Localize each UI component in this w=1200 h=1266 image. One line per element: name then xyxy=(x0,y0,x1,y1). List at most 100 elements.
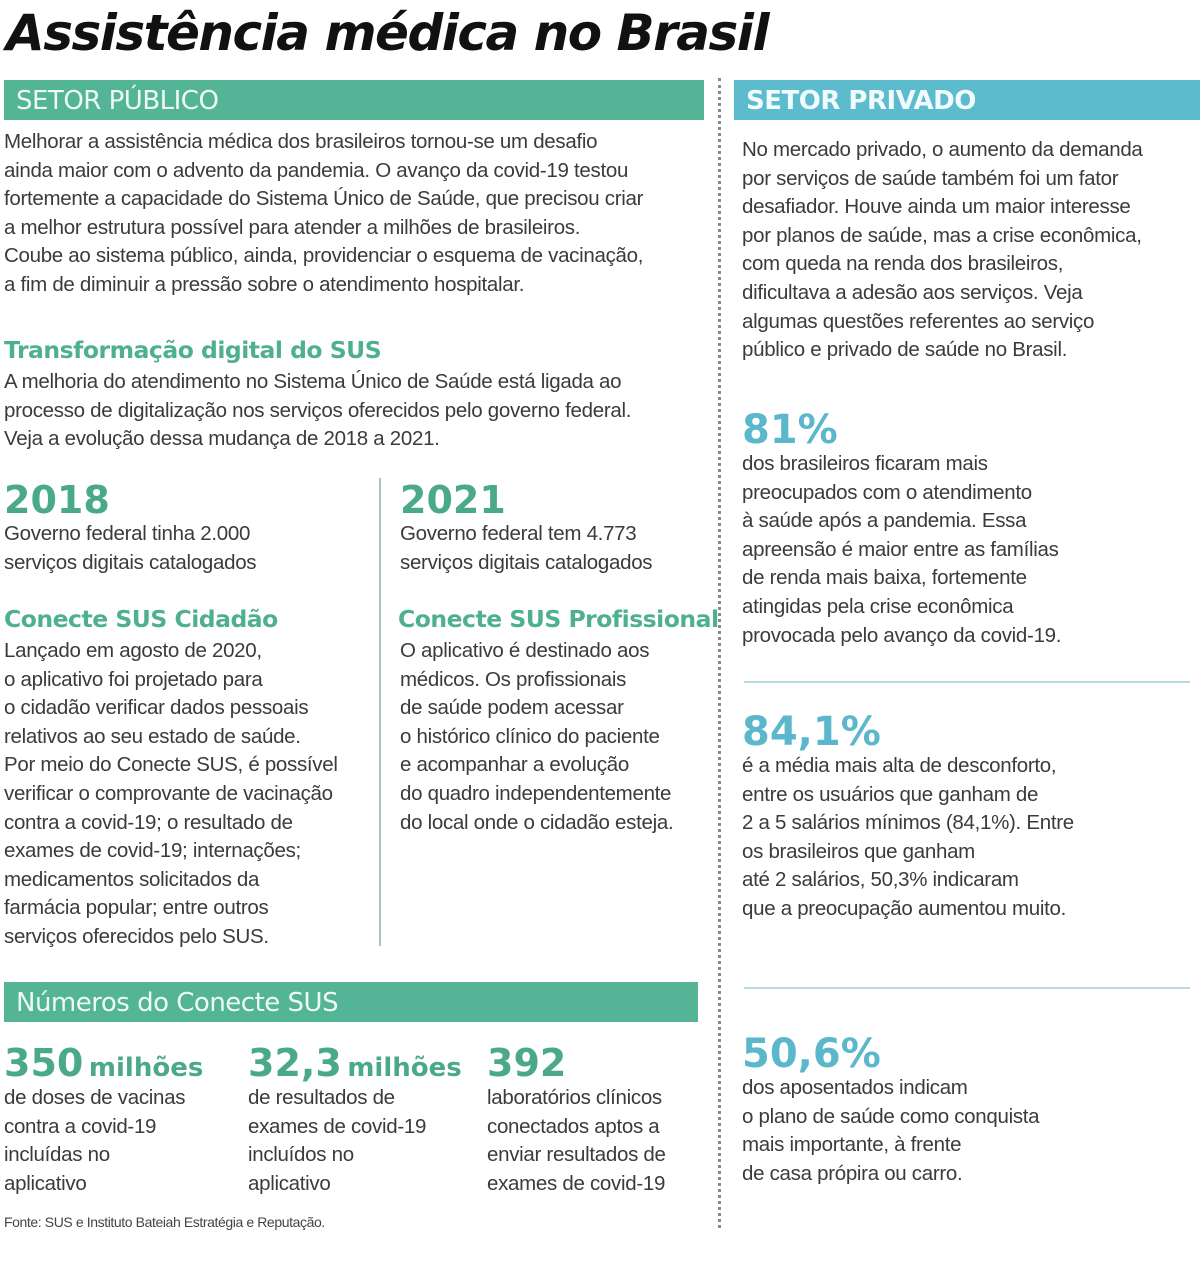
stat-line: incluídos no xyxy=(248,1143,354,1167)
public-sector-heading: SETOR PÚBLICO xyxy=(16,86,219,116)
stat-line: exames de covid-19 xyxy=(487,1171,666,1195)
stat-line: exames de covid-19 xyxy=(248,1114,427,1138)
stat-separator xyxy=(744,987,1190,989)
stat-line: à saúde após a pandemia. Essa xyxy=(742,509,1027,533)
app-line: o cidadão verificar dados pessoais xyxy=(4,696,309,720)
year-2021: 2021 xyxy=(400,478,506,522)
stat-line: de renda mais baixa, fortemente xyxy=(742,566,1027,590)
stat-84-1-percent-text: é a média mais alta de desconforto, entr… xyxy=(742,752,1192,924)
year-line: serviços digitais catalogados xyxy=(4,550,257,574)
app-line: médicos. Os profissionais xyxy=(400,667,627,691)
intro-line: No mercado privado, o aumento da demanda xyxy=(742,138,1143,161)
intro-line: ainda maior com o advento da pandemia. O… xyxy=(4,158,629,182)
intro-line: por serviços de saúde também foi um fato… xyxy=(742,166,1119,190)
intro-line: público e privado de saúde no Brasil. xyxy=(742,338,1068,362)
app-line: serviços oferecidos pelo SUS. xyxy=(4,924,269,948)
year-line: serviços digitais catalogados xyxy=(400,550,653,574)
intro-line: com queda na renda dos brasileiros, xyxy=(742,252,1064,276)
app-line: do local onde o cidadão esteja. xyxy=(400,810,674,834)
stat-vaccine-doses: 350 milhões xyxy=(4,1040,203,1094)
public-sector-header: SETOR PÚBLICO xyxy=(4,80,704,120)
app-line: relativos ao seu estado de saúde. xyxy=(4,724,301,748)
stat-labs-text: laboratórios clínicos conectados aptos a… xyxy=(487,1084,712,1198)
stat-line: incluídas no xyxy=(4,1143,110,1167)
stat-value: 392 xyxy=(487,1041,567,1085)
app-line: O aplicativo é destinado aos xyxy=(400,639,650,662)
app-line: verificar o comprovante de vacinação xyxy=(4,781,333,805)
stat-line: é a média mais alta de desconforto, xyxy=(742,754,1057,777)
intro-line: algumas questões referentes ao serviço xyxy=(742,309,1095,333)
stat-line: dos brasileiros ficaram mais xyxy=(742,452,988,475)
intro-line: desafiador. Houve ainda um maior interes… xyxy=(742,195,1131,219)
stat-81-percent-text: dos brasileiros ficaram mais preocupados… xyxy=(742,450,1192,650)
stat-test-results: 32,3 milhões xyxy=(248,1040,462,1094)
intro-line: por planos de saúde, mas a crise econômi… xyxy=(742,223,1142,247)
stat-line: 2 a 5 salários mínimos (84,1%). Entre xyxy=(742,811,1074,835)
stat-line: dos aposentados indicam xyxy=(742,1076,968,1099)
intro-line: Coube ao sistema público, ainda, provide… xyxy=(4,244,644,268)
stat-81-percent: 81% xyxy=(742,407,838,453)
page-title: Assistência médica no Brasil xyxy=(6,4,770,62)
digital-transformation-text: A melhoria do atendimento no Sistema Úni… xyxy=(4,368,714,454)
intro-line: dificultava a adesão aos serviços. Veja xyxy=(742,280,1083,304)
app-line: de saúde podem acessar xyxy=(400,696,624,720)
conecte-sus-profissional-heading: Conecte SUS Profissional xyxy=(398,605,719,633)
app-line: medicamentos solicitados da xyxy=(4,867,260,891)
stat-line: os brasileiros que ganham xyxy=(742,839,975,863)
stat-unit: milhões xyxy=(347,1053,462,1083)
numbers-header: Números do Conecte SUS xyxy=(4,982,698,1022)
stat-unit: milhões xyxy=(88,1053,204,1083)
conecte-sus-cidadao-heading: Conecte SUS Cidadão xyxy=(4,605,278,633)
source-note: Fonte: SUS e Instituto Bateiah Estratégi… xyxy=(4,1214,325,1230)
app-line: do quadro independentemente xyxy=(400,781,672,805)
conecte-sus-profissional-text: O aplicativo é destinado aos médicos. Os… xyxy=(400,637,710,837)
stat-line: conectados aptos a xyxy=(487,1114,660,1138)
private-sector-intro: No mercado privado, o aumento da demanda… xyxy=(742,136,1197,365)
year-divider xyxy=(379,478,381,946)
app-line: Lançado em agosto de 2020, xyxy=(4,639,262,662)
stat-line: enviar resultados de xyxy=(487,1143,666,1167)
year-2018: 2018 xyxy=(4,478,110,522)
stat-test-results-text: de resultados de exames de covid-19 incl… xyxy=(248,1084,478,1198)
stat-vaccine-doses-text: de doses de vacinas contra a covid-19 in… xyxy=(4,1084,234,1198)
stat-50-6-percent-text: dos aposentados indicam o plano de saúde… xyxy=(742,1074,1192,1188)
public-sector-intro: Melhorar a assistência médica dos brasil… xyxy=(4,128,704,300)
year-2021-text: Governo federal tem 4.773 serviços digit… xyxy=(400,520,710,577)
app-line: Por meio do Conecte SUS, é possível xyxy=(4,753,338,777)
year-line: Governo federal tinha 2.000 xyxy=(4,522,251,545)
app-line: e acompanhar a evolução xyxy=(400,753,630,777)
app-line: contra a covid-19; o resultado de xyxy=(4,810,293,834)
stat-line: mais importante, à frente xyxy=(742,1133,962,1157)
stat-84-1-percent: 84,1% xyxy=(742,709,881,755)
app-line: exames de covid-19; internações; xyxy=(4,839,301,863)
intro-line: a melhor estrutura possível para atender… xyxy=(4,215,581,239)
column-divider xyxy=(718,78,721,1228)
stat-line: apreensão é maior entre as famílias xyxy=(742,537,1059,561)
digital-line: processo de digitalização nos serviços o… xyxy=(4,398,632,422)
stat-line: preocupados com o atendimento xyxy=(742,480,1032,504)
stat-line: atingidas pela crise econômica xyxy=(742,594,1014,618)
app-line: o histórico clínico do paciente xyxy=(400,724,660,748)
stat-line: laboratórios clínicos xyxy=(487,1086,662,1109)
stat-50-6-percent: 50,6% xyxy=(742,1031,881,1077)
intro-line: Melhorar a assistência médica dos brasil… xyxy=(4,130,598,153)
private-sector-heading: SETOR PRIVADO xyxy=(746,86,976,116)
intro-line: fortemente a capacidade do Sistema Único… xyxy=(4,187,644,211)
intro-line: a fim de diminuir a pressão sobre o aten… xyxy=(4,272,525,296)
stat-line: entre os usuários que ganham de xyxy=(742,782,1039,806)
stat-labs: 392 xyxy=(487,1040,566,1094)
stat-line: até 2 salários, 50,3% indicaram xyxy=(742,868,1019,892)
stat-line: provocada pelo avanço da covid-19. xyxy=(742,623,1062,647)
stat-value: 32,3 xyxy=(248,1041,342,1085)
stat-line: aplicativo xyxy=(4,1171,87,1195)
digital-transformation-heading: Transformação digital do SUS xyxy=(4,336,382,364)
numbers-heading: Números do Conecte SUS xyxy=(16,988,339,1018)
app-line: o aplicativo foi projetado para xyxy=(4,667,263,691)
stat-line: de resultados de xyxy=(248,1086,395,1109)
digital-line: A melhoria do atendimento no Sistema Úni… xyxy=(4,370,622,393)
stat-value: 350 xyxy=(4,1041,84,1085)
private-sector-header: SETOR PRIVADO xyxy=(734,80,1200,120)
stat-line: de casa própira ou carro. xyxy=(742,1161,963,1185)
stat-line: contra a covid-19 xyxy=(4,1114,157,1138)
stat-line: que a preocupação aumentou muito. xyxy=(742,896,1067,920)
